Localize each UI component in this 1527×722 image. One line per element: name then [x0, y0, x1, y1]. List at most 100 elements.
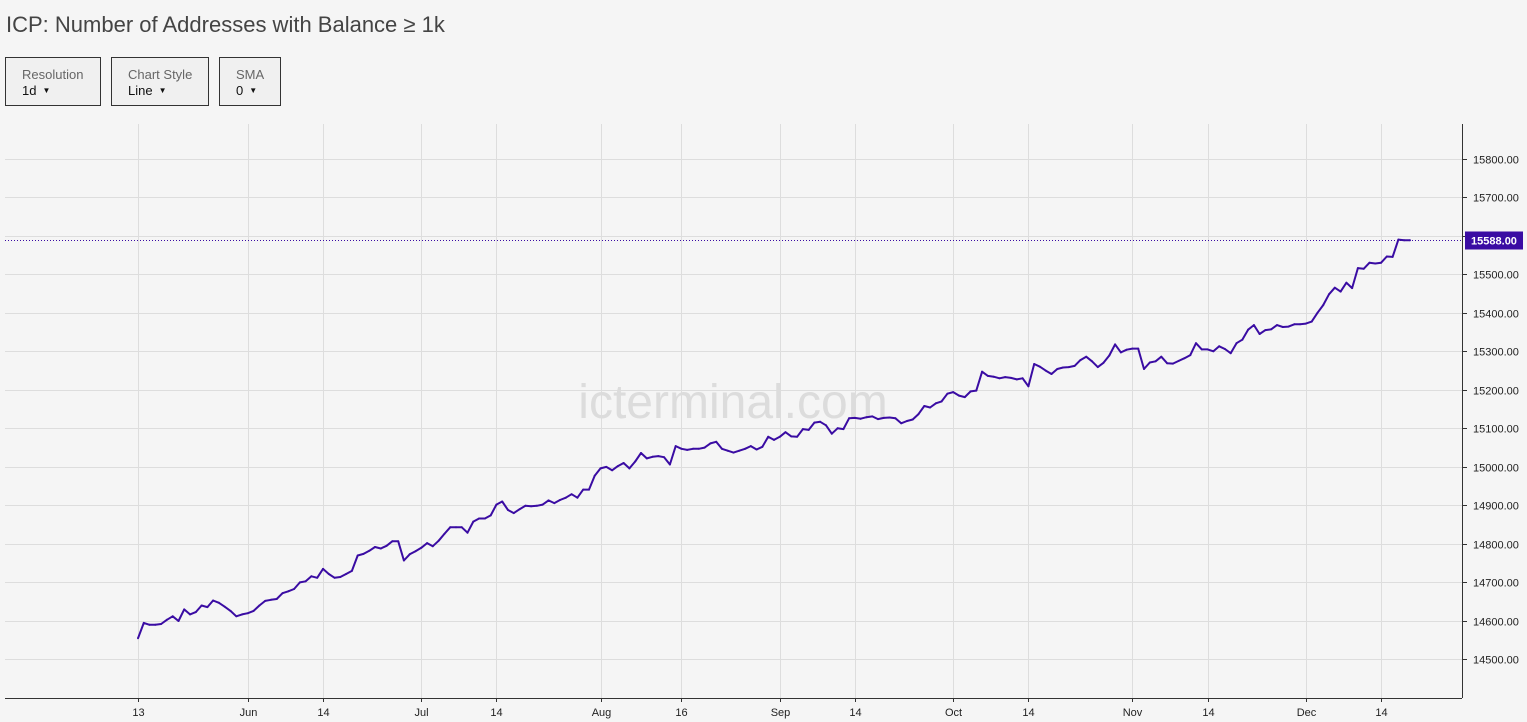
data-point[interactable] [1235, 342, 1238, 345]
data-point[interactable] [1368, 261, 1371, 264]
data-point[interactable] [576, 496, 579, 499]
data-point[interactable] [414, 550, 417, 553]
data-point[interactable] [1021, 377, 1024, 380]
data-point[interactable] [304, 580, 307, 583]
data-point[interactable] [483, 517, 486, 520]
data-point[interactable] [1293, 323, 1296, 326]
data-point[interactable] [426, 542, 429, 545]
data-point[interactable] [501, 500, 504, 503]
data-point[interactable] [148, 623, 151, 626]
data-point[interactable] [1281, 326, 1284, 328]
data-point[interactable] [507, 509, 509, 511]
data-point[interactable] [206, 606, 209, 609]
data-point[interactable] [998, 377, 1001, 380]
data-point[interactable] [356, 554, 359, 557]
data-point[interactable] [1073, 364, 1076, 367]
data-point[interactable] [437, 539, 440, 542]
data-point[interactable] [194, 611, 197, 614]
data-point[interactable] [1079, 359, 1082, 362]
data-point[interactable] [900, 422, 903, 425]
data-point[interactable] [1270, 328, 1273, 331]
data-point[interactable] [1304, 322, 1307, 325]
data-point[interactable] [1050, 373, 1053, 375]
data-point[interactable] [986, 374, 989, 377]
data-point[interactable] [333, 576, 336, 579]
data-point[interactable] [171, 615, 174, 618]
data-point[interactable] [1223, 348, 1226, 350]
data-point[interactable] [761, 445, 764, 448]
data-point[interactable] [345, 573, 348, 575]
data-point[interactable] [923, 405, 926, 407]
data-point[interactable] [535, 504, 538, 507]
sma-dropdown[interactable]: SMA 0 ▼ [219, 57, 281, 106]
data-point[interactable] [929, 406, 932, 409]
data-point[interactable] [1189, 354, 1192, 357]
data-point[interactable] [697, 447, 700, 450]
data-point[interactable] [969, 390, 972, 393]
data-point[interactable] [1125, 348, 1128, 351]
data-point[interactable] [622, 462, 625, 464]
data-point[interactable] [848, 417, 851, 420]
data-point[interactable] [1183, 357, 1186, 360]
data-point[interactable] [570, 493, 573, 496]
data-point[interactable] [715, 440, 718, 443]
data-point[interactable] [1276, 324, 1278, 327]
data-point[interactable] [778, 435, 781, 438]
data-point[interactable] [830, 432, 833, 435]
data-point[interactable] [1206, 348, 1209, 351]
data-point[interactable] [1212, 350, 1215, 353]
data-point[interactable] [281, 592, 284, 595]
data-point[interactable] [668, 463, 671, 466]
data-point[interactable] [350, 569, 353, 572]
data-point[interactable] [1258, 333, 1261, 335]
data-point[interactable] [1033, 363, 1036, 365]
data-point[interactable] [813, 421, 816, 424]
data-point[interactable] [1241, 338, 1244, 341]
data-point[interactable] [217, 601, 220, 604]
data-point[interactable] [455, 526, 457, 529]
data-point[interactable] [1143, 368, 1145, 370]
data-point[interactable] [640, 452, 642, 454]
data-point[interactable] [911, 418, 914, 421]
data-point[interactable] [1137, 347, 1140, 350]
data-point[interactable] [865, 416, 868, 419]
data-point[interactable] [981, 370, 984, 373]
data-point[interactable] [917, 413, 920, 416]
plot-area[interactable] [5, 238, 1462, 640]
data-point[interactable] [472, 520, 475, 523]
data-point[interactable] [1114, 343, 1117, 346]
data-point[interactable] [327, 573, 330, 575]
data-point[interactable] [732, 451, 735, 454]
data-point[interactable] [287, 590, 290, 593]
data-point[interactable] [1148, 361, 1151, 364]
data-point[interactable] [160, 623, 163, 625]
data-point[interactable] [1264, 329, 1267, 332]
data-point[interactable] [738, 449, 741, 452]
data-point[interactable] [1056, 368, 1059, 370]
data-point[interactable] [1299, 323, 1302, 326]
data-point[interactable] [397, 540, 400, 543]
data-point[interactable] [958, 394, 960, 397]
data-point[interactable] [934, 402, 937, 405]
data-point[interactable] [674, 445, 677, 448]
data-point[interactable] [1171, 362, 1174, 365]
data-point[interactable] [229, 609, 232, 612]
data-point[interactable] [1015, 378, 1018, 381]
data-point[interactable] [183, 608, 186, 611]
data-point[interactable] [877, 418, 879, 421]
data-point[interactable] [200, 604, 203, 607]
data-point[interactable] [680, 447, 683, 450]
data-point[interactable] [836, 427, 839, 430]
data-point[interactable] [142, 621, 145, 624]
data-point[interactable] [1044, 369, 1047, 372]
data-point[interactable] [871, 415, 874, 418]
data-point[interactable] [1096, 366, 1099, 369]
data-point[interactable] [1380, 261, 1383, 264]
data-point[interactable] [177, 620, 180, 622]
data-point[interactable] [391, 540, 394, 543]
data-point[interactable] [657, 455, 660, 458]
data-point[interactable] [1247, 328, 1250, 331]
data-point[interactable] [518, 508, 521, 511]
data-point[interactable] [154, 623, 157, 626]
